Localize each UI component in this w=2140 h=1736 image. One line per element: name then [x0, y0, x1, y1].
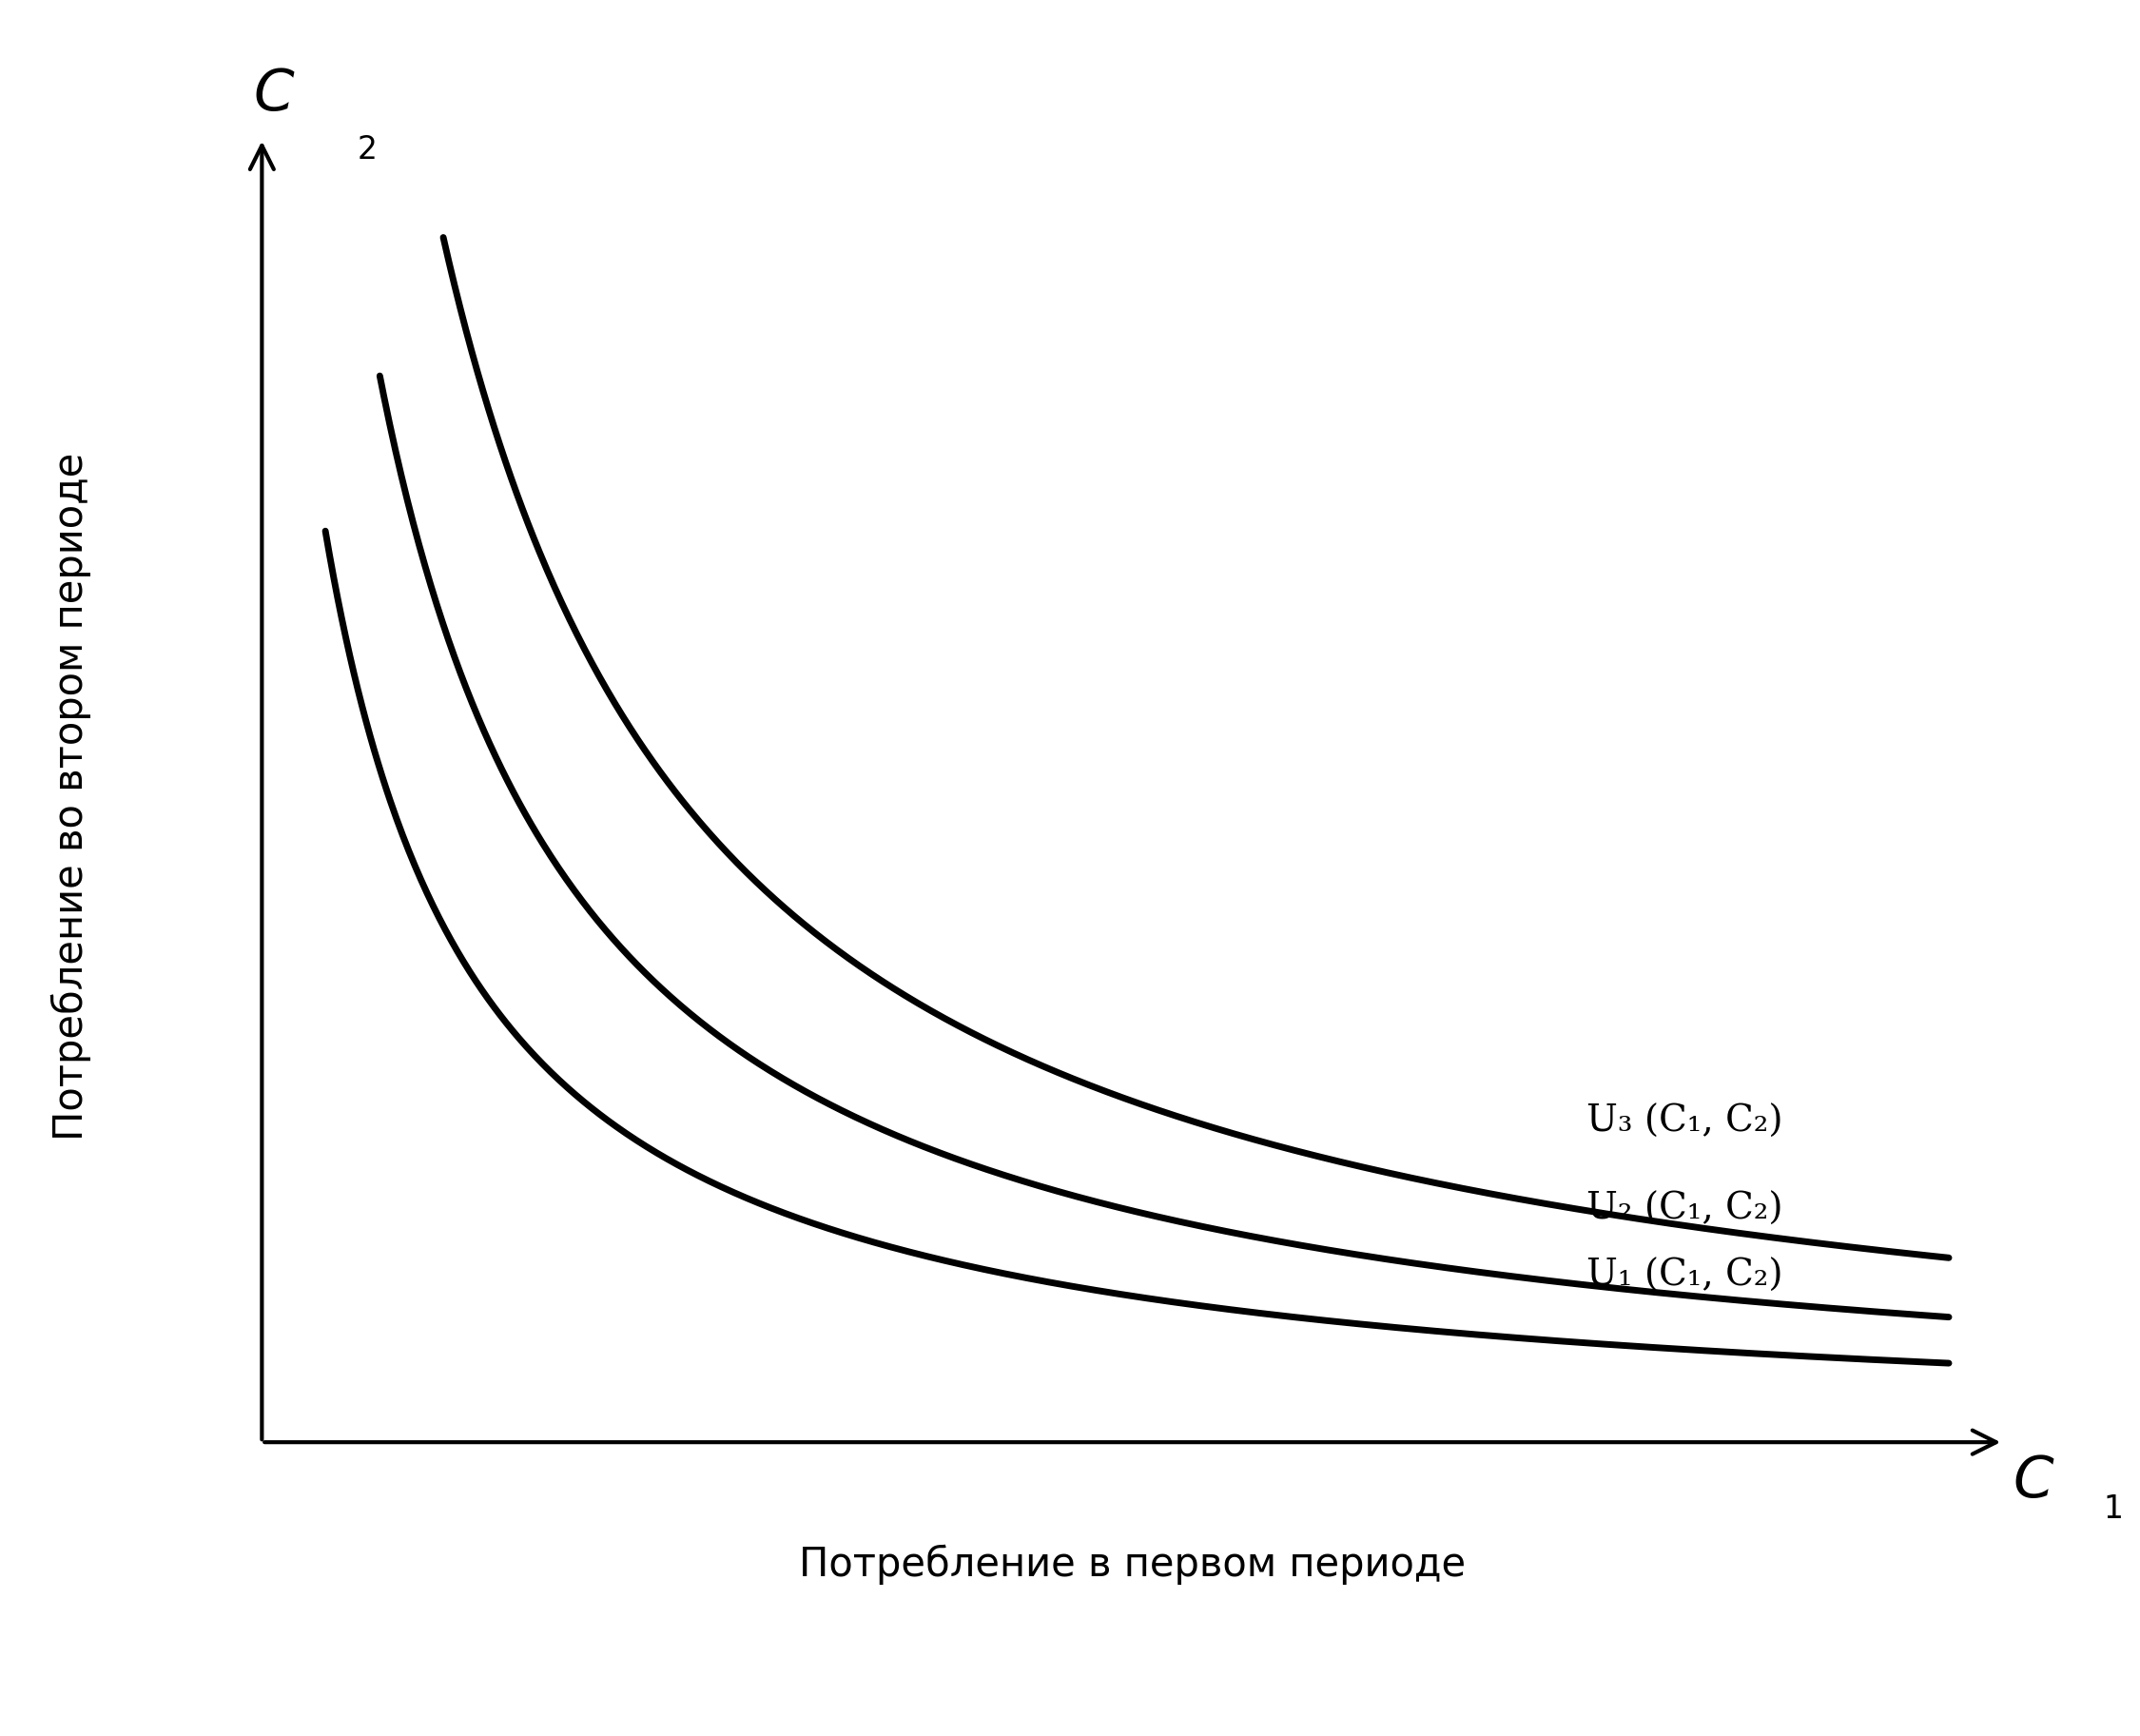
Text: $C$: $C$	[253, 66, 295, 123]
Text: $_{2}$: $_{2}$	[355, 118, 374, 161]
Text: U₁ (C₁, C₂): U₁ (C₁, C₂)	[1586, 1259, 1783, 1293]
Text: Потребление в первом периоде: Потребление в первом периоде	[798, 1545, 1466, 1585]
Text: $_{1}$: $_{1}$	[2104, 1479, 2123, 1522]
Text: $C$: $C$	[2012, 1453, 2054, 1510]
Text: U₃ (C₁, C₂): U₃ (C₁, C₂)	[1586, 1104, 1783, 1139]
Text: Потребление во втором периоде: Потребление во втором периоде	[51, 453, 92, 1141]
Text: U₂ (C₁, C₂): U₂ (C₁, C₂)	[1586, 1191, 1783, 1227]
